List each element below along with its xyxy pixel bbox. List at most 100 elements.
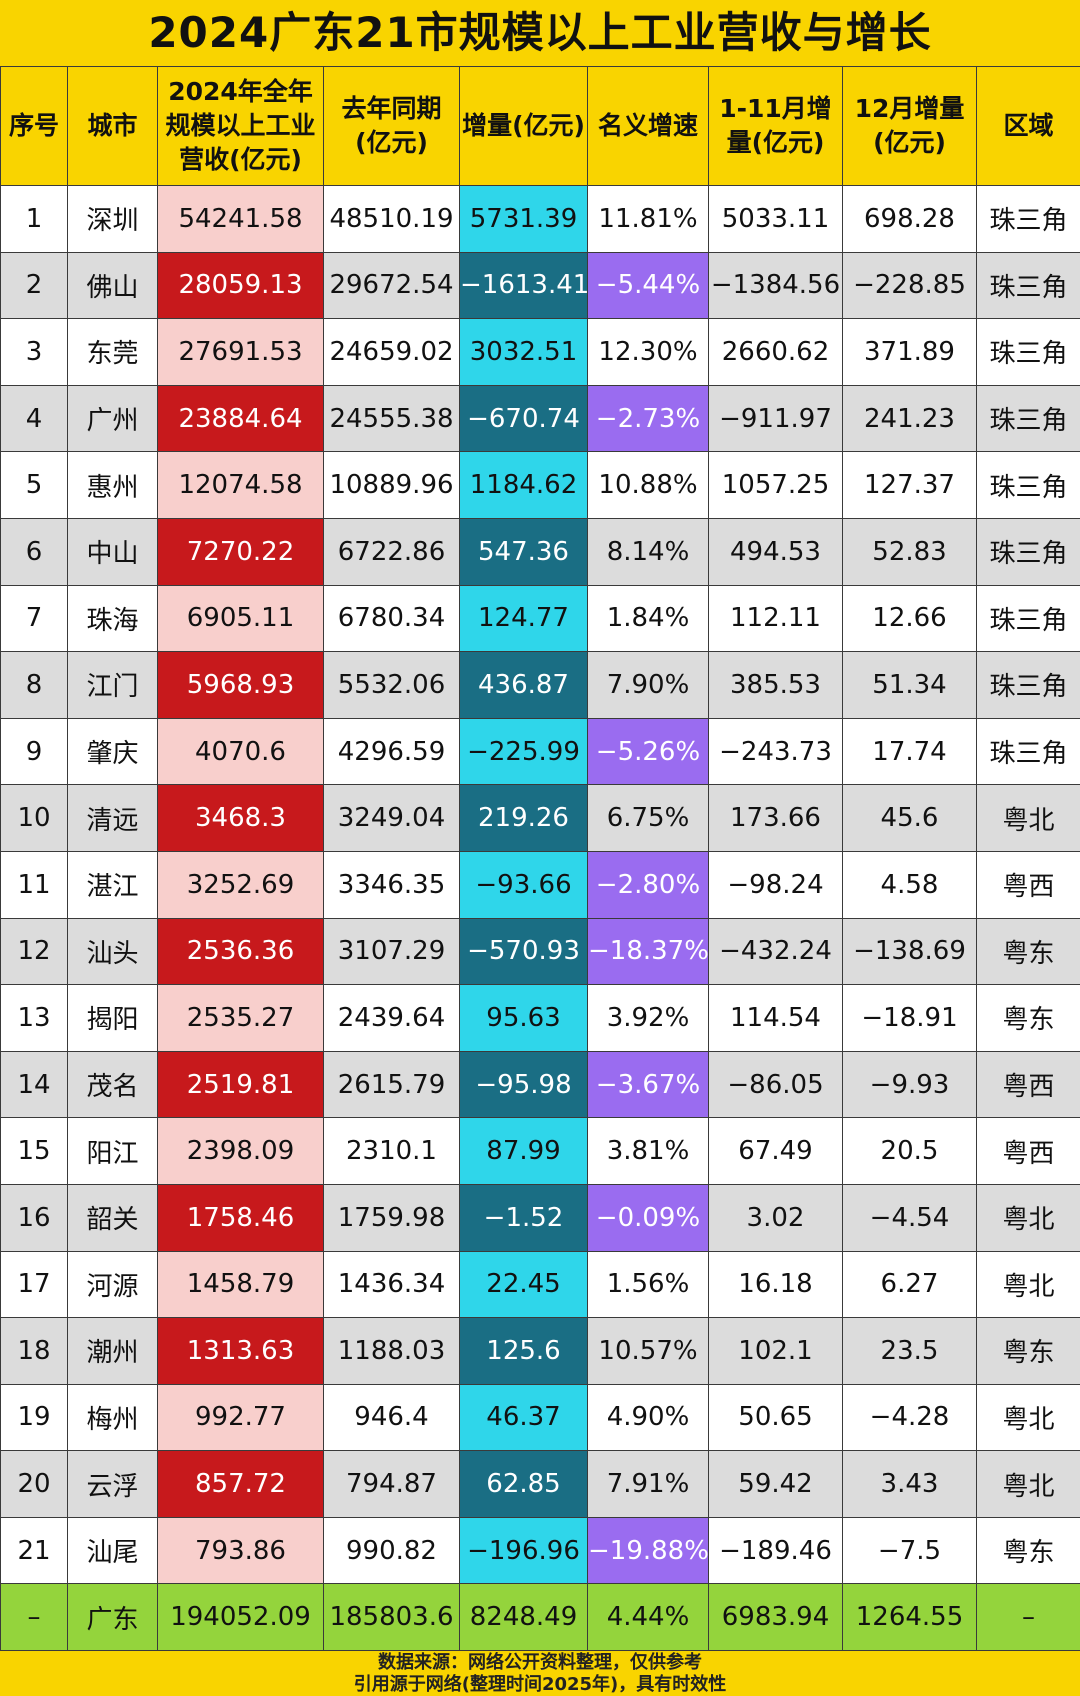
cell-city: 清远: [67, 784, 158, 852]
table-row: 20 云浮 857.72 794.87 62.85 7.91% 59.42 3.43 粤北: [0, 1450, 1080, 1518]
cell-row-index: 18: [0, 1317, 68, 1385]
cell-revenue-2024: 6905.11: [157, 584, 324, 653]
cell-increase: −95.98: [459, 1050, 588, 1119]
cell-city: 揭阳: [67, 984, 158, 1052]
cell-increase-dec: 3.43: [842, 1450, 977, 1518]
cell-revenue-2024: 23884.64: [157, 384, 324, 453]
cell-increase-jan-nov: −911.97: [708, 384, 843, 453]
cell-increase: 124.77: [459, 584, 588, 653]
total-increase-dec: 1264.55: [842, 1583, 977, 1652]
cell-increase-jan-nov: 1057.25: [708, 451, 843, 519]
cell-region: 粤北: [976, 1250, 1080, 1319]
cell-city: 湛江: [67, 850, 158, 919]
cell-revenue-prev: 10889.96: [323, 451, 460, 519]
source-line-1: 数据来源：网络公开资料整理，仅供参考: [378, 1652, 702, 1673]
cell-growth-rate: 7.90%: [587, 651, 709, 719]
column-header: 名义增速: [587, 66, 709, 186]
cell-row-index: 10: [0, 784, 68, 852]
cell-growth-rate: 1.56%: [587, 1250, 709, 1319]
cell-increase: 5731.39: [459, 185, 588, 253]
cell-revenue-2024: 2535.27: [157, 984, 324, 1052]
table-row: 16 韶关 1758.46 1759.98 −1.52 −0.09% 3.02 −4.54 粤北: [0, 1183, 1080, 1252]
cell-increase-dec: 6.27: [842, 1250, 977, 1319]
cell-increase: −670.74: [459, 384, 588, 453]
cell-increase: 219.26: [459, 784, 588, 852]
cell-revenue-prev: 29672.54: [323, 251, 460, 320]
table-row: 6 中山 7270.22 6722.86 547.36 8.14% 494.53 52.83 珠…: [0, 517, 1080, 586]
cell-increase: −1.52: [459, 1183, 588, 1252]
cell-revenue-2024: 2398.09: [157, 1117, 324, 1185]
cell-increase-jan-nov: 385.53: [708, 651, 843, 719]
cell-revenue-prev: 24659.02: [323, 318, 460, 386]
cell-increase-jan-nov: −86.05: [708, 1050, 843, 1119]
total-row: – 广东 194052.09 185803.6 8248.49 4.44% 6983.94 1…: [0, 1583, 1080, 1652]
column-header: 序号: [0, 66, 68, 186]
cell-region: 粤北: [976, 1383, 1080, 1452]
cell-revenue-2024: 12074.58: [157, 451, 324, 519]
cell-revenue-2024: 992.77: [157, 1383, 324, 1452]
cell-row-index: 6: [0, 517, 68, 586]
total-region: –: [976, 1583, 1080, 1652]
cell-increase-jan-nov: 3.02: [708, 1183, 843, 1252]
cell-row-index: 4: [0, 384, 68, 453]
cell-city: 佛山: [67, 251, 158, 320]
cell-increase: −570.93: [459, 917, 588, 986]
cell-growth-rate: 12.30%: [587, 318, 709, 386]
table-row: 19 梅州 992.77 946.4 46.37 4.90% 50.65 −4.28 粤北: [0, 1383, 1080, 1452]
cell-revenue-2024: 54241.58: [157, 185, 324, 253]
cell-increase-dec: −18.91: [842, 984, 977, 1052]
cell-region: 粤东: [976, 917, 1080, 986]
table-row: 13 揭阳 2535.27 2439.64 95.63 3.92% 114.54 −18.91…: [0, 984, 1080, 1052]
cell-growth-rate: 1.84%: [587, 584, 709, 653]
cell-growth-rate: 10.88%: [587, 451, 709, 519]
table-row: 4 广州 23884.64 24555.38 −670.74 −2.73% −911.97 2…: [0, 384, 1080, 453]
cell-increase: 1184.62: [459, 451, 588, 519]
cell-revenue-2024: 28059.13: [157, 251, 324, 320]
cell-revenue-prev: 1188.03: [323, 1317, 460, 1385]
cell-region: 粤北: [976, 1450, 1080, 1518]
cell-row-index: 1: [0, 185, 68, 253]
cell-row-index: 12: [0, 917, 68, 986]
cell-revenue-2024: 1758.46: [157, 1183, 324, 1252]
total-increase: 8248.49: [459, 1583, 588, 1652]
cell-revenue-2024: 7270.22: [157, 517, 324, 586]
cell-city: 云浮: [67, 1450, 158, 1518]
total-row-index: –: [0, 1583, 68, 1652]
cell-increase: 22.45: [459, 1250, 588, 1319]
cell-region: 粤西: [976, 850, 1080, 919]
cell-revenue-prev: 6780.34: [323, 584, 460, 653]
table-body: 1 深圳 54241.58 48510.19 5731.39 11.81% 5033.11 6…: [0, 185, 1080, 1585]
cell-region: 珠三角: [976, 651, 1080, 719]
cell-revenue-prev: 4296.59: [323, 717, 460, 786]
cell-city: 梅州: [67, 1383, 158, 1452]
cell-growth-rate: 4.90%: [587, 1383, 709, 1452]
cell-region: 珠三角: [976, 717, 1080, 786]
cell-growth-rate: 3.81%: [587, 1117, 709, 1185]
cell-increase: 3032.51: [459, 318, 588, 386]
cell-increase-jan-nov: −1384.56: [708, 251, 843, 320]
cell-region: 珠三角: [976, 584, 1080, 653]
cell-increase-jan-nov: −189.46: [708, 1516, 843, 1585]
cell-increase: −1613.41: [459, 251, 588, 320]
cell-increase-jan-nov: −243.73: [708, 717, 843, 786]
total-city: 广东: [67, 1583, 158, 1652]
cell-revenue-2024: 793.86: [157, 1516, 324, 1585]
cell-increase: −196.96: [459, 1516, 588, 1585]
cell-growth-rate: 10.57%: [587, 1317, 709, 1385]
cell-row-index: 3: [0, 318, 68, 386]
cell-increase-dec: 23.5: [842, 1317, 977, 1385]
cell-region: 珠三角: [976, 185, 1080, 253]
cell-region: 珠三角: [976, 251, 1080, 320]
cell-growth-rate: −5.44%: [587, 251, 709, 320]
cell-row-index: 11: [0, 850, 68, 919]
cell-revenue-prev: 3249.04: [323, 784, 460, 852]
cell-revenue-2024: 3468.3: [157, 784, 324, 852]
cell-region: 粤东: [976, 984, 1080, 1052]
cell-growth-rate: 7.91%: [587, 1450, 709, 1518]
cell-increase-dec: −4.54: [842, 1183, 977, 1252]
cell-increase: −225.99: [459, 717, 588, 786]
cell-region: 粤北: [976, 784, 1080, 852]
cell-row-index: 7: [0, 584, 68, 653]
cell-increase-dec: −228.85: [842, 251, 977, 320]
